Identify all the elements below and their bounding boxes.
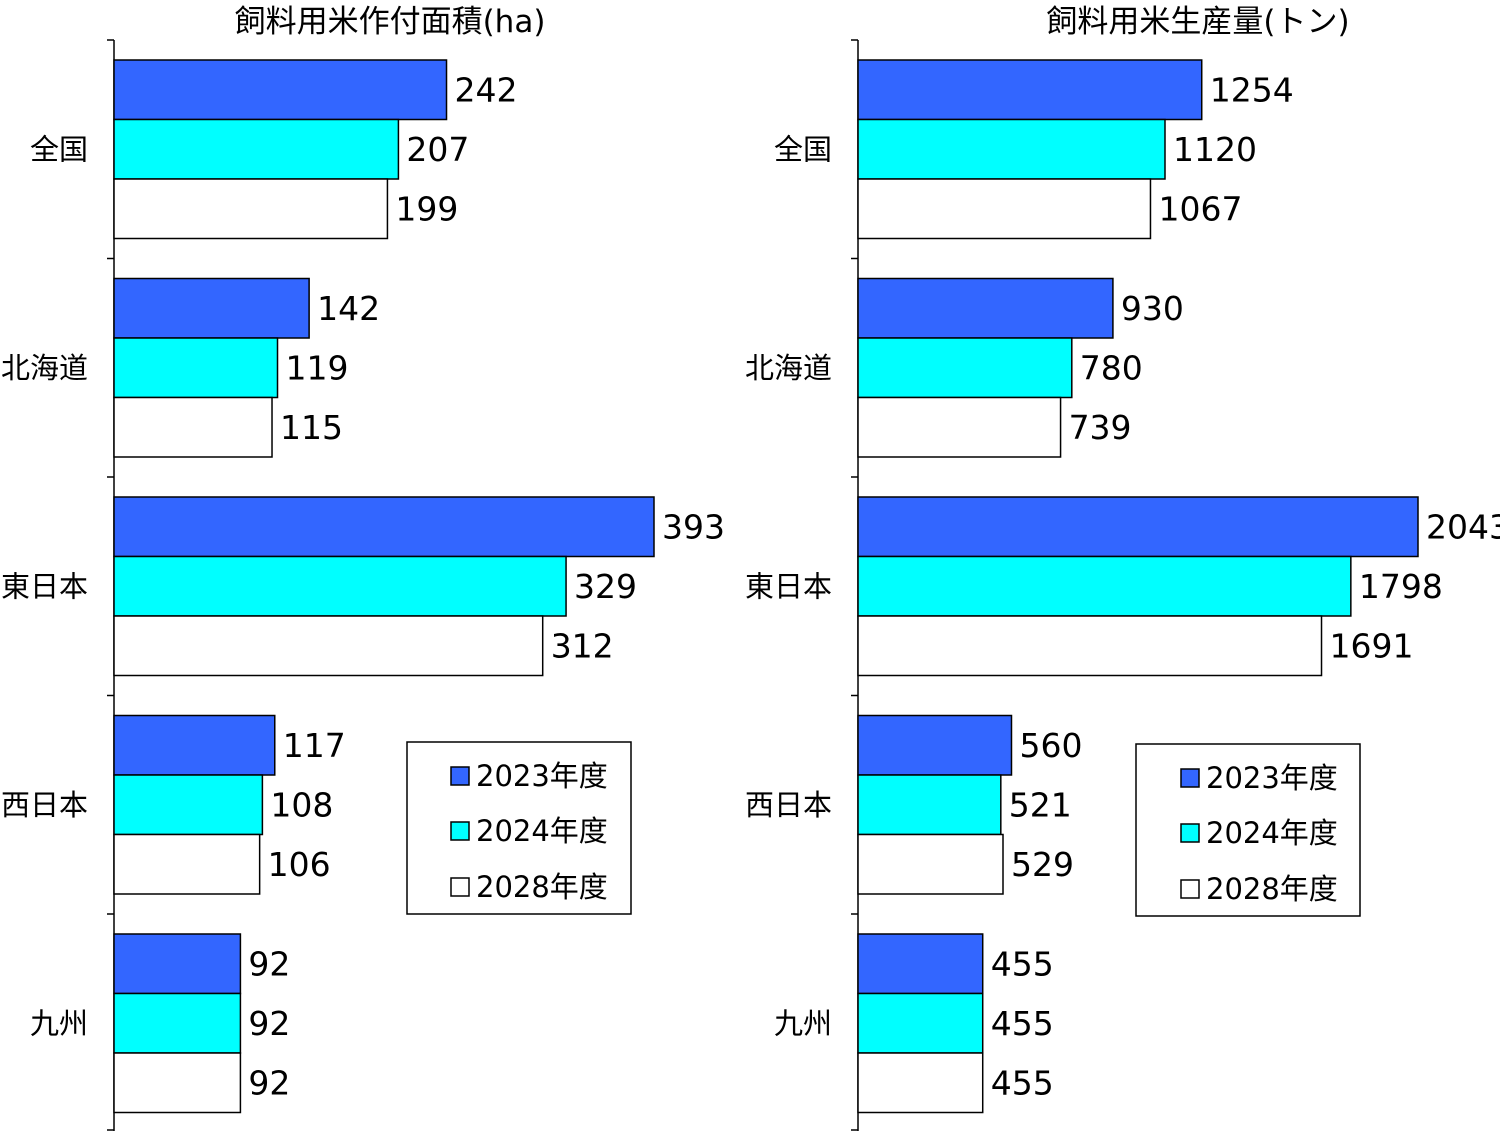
chart-title: 飼料用米作付面積(ha) bbox=[235, 4, 546, 40]
category-label: 九州 bbox=[774, 1006, 832, 1040]
data-label: 117 bbox=[283, 726, 346, 765]
bar bbox=[113, 1052, 242, 1114]
data-label: 1691 bbox=[1330, 626, 1414, 665]
data-label: 1067 bbox=[1158, 189, 1242, 228]
legend-label: 2028年度 bbox=[1206, 872, 1338, 906]
data-label: 1254 bbox=[1210, 70, 1294, 109]
data-label: 329 bbox=[574, 567, 637, 606]
bar bbox=[113, 277, 310, 339]
data-label: 242 bbox=[455, 70, 518, 109]
category-label: 東日本 bbox=[1, 569, 88, 603]
data-label: 92 bbox=[248, 944, 290, 983]
data-label: 455 bbox=[991, 1063, 1054, 1102]
data-label: 780 bbox=[1080, 348, 1143, 387]
data-label: 106 bbox=[268, 845, 331, 884]
data-label: 529 bbox=[1011, 845, 1074, 884]
bar bbox=[113, 178, 389, 240]
bar bbox=[857, 496, 1419, 558]
category-label: 北海道 bbox=[745, 351, 832, 385]
data-label: 2043 bbox=[1426, 507, 1500, 546]
legend-swatch bbox=[450, 877, 470, 897]
category-label: 西日本 bbox=[1, 788, 88, 822]
category-label: 全国 bbox=[774, 132, 832, 166]
bar bbox=[857, 277, 1114, 339]
data-label: 560 bbox=[1019, 726, 1082, 765]
data-label: 108 bbox=[270, 785, 333, 824]
bar bbox=[113, 59, 448, 121]
bar bbox=[857, 714, 1013, 776]
bar bbox=[857, 1052, 984, 1114]
chart-title: 飼料用米生産量(トン) bbox=[1046, 4, 1349, 40]
category-label: 東日本 bbox=[745, 569, 832, 603]
bar bbox=[113, 496, 655, 558]
data-label: 92 bbox=[248, 1063, 290, 1102]
bar bbox=[857, 337, 1073, 399]
data-label: 199 bbox=[395, 189, 458, 228]
category-label: 西日本 bbox=[745, 788, 832, 822]
data-label: 1798 bbox=[1359, 567, 1443, 606]
data-label: 119 bbox=[286, 348, 349, 387]
bar bbox=[113, 555, 567, 617]
bar bbox=[113, 615, 544, 677]
bar bbox=[857, 396, 1062, 458]
bar bbox=[113, 396, 273, 458]
data-label: 521 bbox=[1009, 785, 1072, 824]
chart-panel-1: 飼料用米作付面積(ha) 全国 242 207 199 北海道 142 119 115 東日本 39… bbox=[1, 4, 725, 1131]
bar bbox=[113, 714, 276, 776]
bar bbox=[113, 933, 242, 995]
legend-box bbox=[1135, 743, 1361, 917]
data-label: 455 bbox=[991, 944, 1054, 983]
bar bbox=[113, 337, 279, 399]
data-label: 393 bbox=[662, 507, 725, 546]
data-label: 739 bbox=[1069, 408, 1132, 447]
data-label: 142 bbox=[317, 289, 380, 328]
bar bbox=[113, 833, 261, 895]
data-label: 455 bbox=[991, 1004, 1054, 1043]
legend-swatch bbox=[1180, 879, 1200, 899]
legend-label: 2028年度 bbox=[476, 870, 608, 904]
legend-label: 2023年度 bbox=[1206, 761, 1338, 795]
category-label: 北海道 bbox=[1, 351, 88, 385]
category-label: 九州 bbox=[30, 1006, 88, 1040]
data-label: 1120 bbox=[1173, 130, 1257, 169]
bar bbox=[857, 178, 1152, 240]
legend-swatch bbox=[450, 821, 470, 841]
bar bbox=[857, 833, 1004, 895]
legend-label: 2024年度 bbox=[1206, 816, 1338, 850]
bar bbox=[857, 933, 984, 995]
bar bbox=[113, 774, 264, 836]
data-label: 207 bbox=[406, 130, 469, 169]
data-label: 115 bbox=[280, 408, 343, 447]
data-label: 930 bbox=[1121, 289, 1184, 328]
bar bbox=[857, 118, 1166, 180]
legend: 2023年度 2024年度 2028年度 bbox=[406, 741, 632, 915]
legend-swatch bbox=[1180, 768, 1200, 788]
bar bbox=[857, 774, 1002, 836]
bar bbox=[857, 59, 1203, 121]
legend-label: 2024年度 bbox=[476, 814, 608, 848]
bar bbox=[857, 555, 1352, 617]
data-label: 312 bbox=[551, 626, 614, 665]
legend-label: 2023年度 bbox=[476, 759, 608, 793]
bar bbox=[857, 615, 1323, 677]
data-label: 92 bbox=[248, 1004, 290, 1043]
bar bbox=[857, 992, 984, 1054]
bar bbox=[113, 118, 400, 180]
legend-swatch bbox=[450, 766, 470, 786]
chart-panel-2: 飼料用米生産量(トン) 全国 1254 1120 1067 北海道 930 780 739 東日本… bbox=[745, 4, 1500, 1131]
legend-box bbox=[406, 741, 632, 915]
legend: 2023年度 2024年度 2028年度 bbox=[1135, 743, 1361, 917]
bar bbox=[113, 992, 242, 1054]
legend-swatch bbox=[1180, 823, 1200, 843]
category-label: 全国 bbox=[30, 132, 88, 166]
